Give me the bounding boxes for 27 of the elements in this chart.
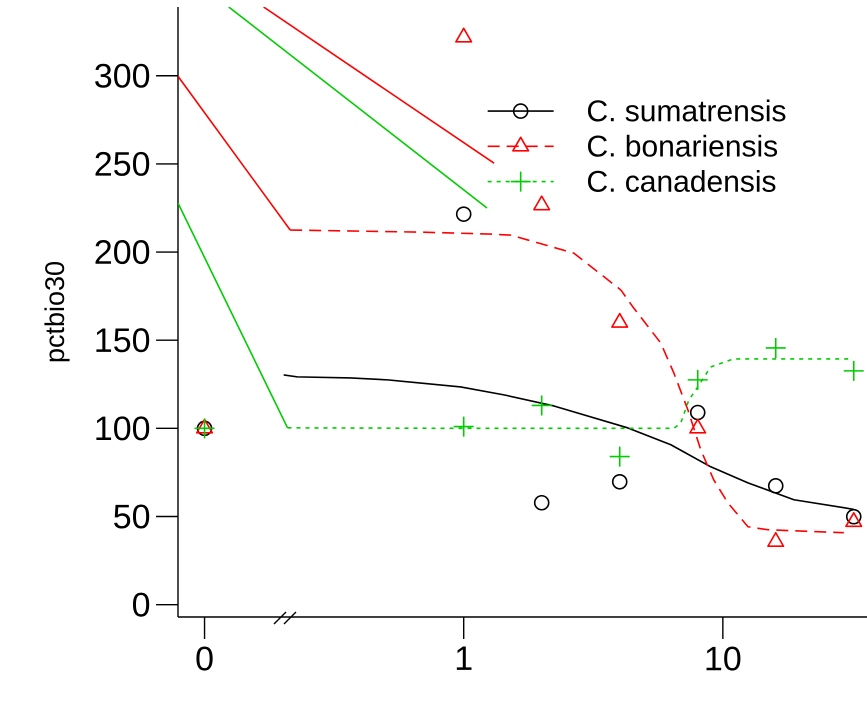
- x-tick-label: 0: [196, 646, 213, 671]
- point: [768, 478, 784, 494]
- point: [842, 360, 865, 382]
- point: [530, 394, 552, 416]
- y-tick-label: 150: [96, 328, 150, 352]
- point: [690, 404, 706, 420]
- y-axis-title: pctbio30: [44, 262, 70, 362]
- y-tick-label: 200: [96, 240, 150, 264]
- legend-label: C. canadensis: [588, 170, 776, 192]
- y-tick-label: 300: [95, 64, 150, 88]
- point: [764, 337, 787, 359]
- point: [608, 446, 631, 468]
- point: [456, 206, 472, 222]
- x-tick-label: 10: [706, 646, 740, 671]
- y-tick-label: 100: [96, 416, 150, 440]
- point: [686, 369, 709, 391]
- point: [846, 508, 862, 524]
- point: [534, 494, 550, 511]
- point: [455, 28, 472, 43]
- legend-label: C. sumatrensis: [588, 99, 786, 122]
- legend-label: C. bonariensis: [588, 134, 778, 157]
- y-tick-label: 250: [96, 152, 150, 176]
- point: [612, 474, 628, 490]
- y-tick-label: 50: [114, 504, 150, 529]
- x-tick-label: 1: [456, 646, 472, 670]
- y-tick-label: 0: [132, 592, 150, 617]
- point: [452, 416, 474, 438]
